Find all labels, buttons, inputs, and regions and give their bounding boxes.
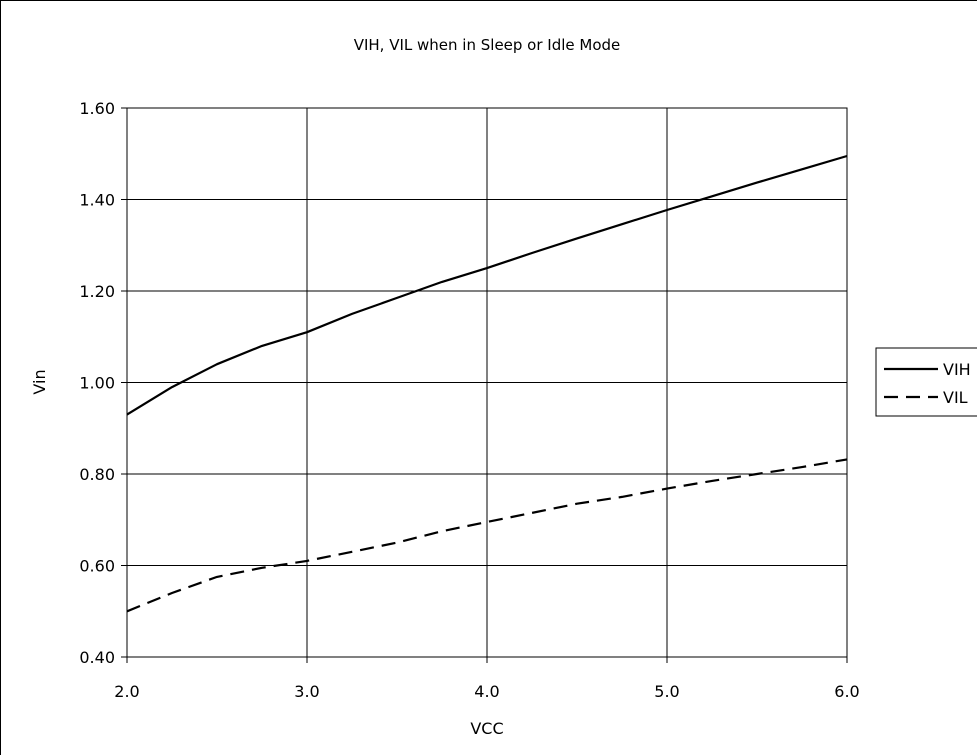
y-tick-label: 1.60 (79, 99, 115, 118)
x-tick-label: 4.0 (474, 682, 499, 701)
legend: VIH VIL (875, 347, 977, 417)
y-tick-label: 0.60 (79, 557, 115, 576)
y-tick-label: 1.20 (79, 282, 115, 301)
series-lines (126, 154, 848, 613)
plot-area-border (126, 107, 848, 658)
legend-label-vih: VIH (943, 360, 971, 379)
x-tick-label: 3.0 (294, 682, 319, 701)
chart-title: VIH, VIL when in Sleep or Idle Mode (354, 36, 621, 54)
y-tick-label: 0.80 (79, 465, 115, 484)
legend-label-vil: VIL (943, 388, 968, 407)
x-axis-label: VCC (470, 719, 503, 738)
ticks: 2.0 3.0 4.0 5.0 6.0 0.40 0.60 0.80 1.00 1.20 1.40 1… (79, 99, 859, 701)
x-tick-label: 5.0 (654, 682, 679, 701)
y-tick-label: 1.40 (79, 191, 115, 210)
series-line-vih (126, 154, 848, 416)
y-tick-label: 0.40 (79, 648, 115, 667)
x-tick-label: 2.0 (114, 682, 139, 701)
legend-box (875, 347, 977, 417)
y-tick-label: 1.00 (79, 374, 115, 393)
y-axis-label: Vin (30, 369, 49, 394)
x-tick-label: 6.0 (834, 682, 859, 701)
